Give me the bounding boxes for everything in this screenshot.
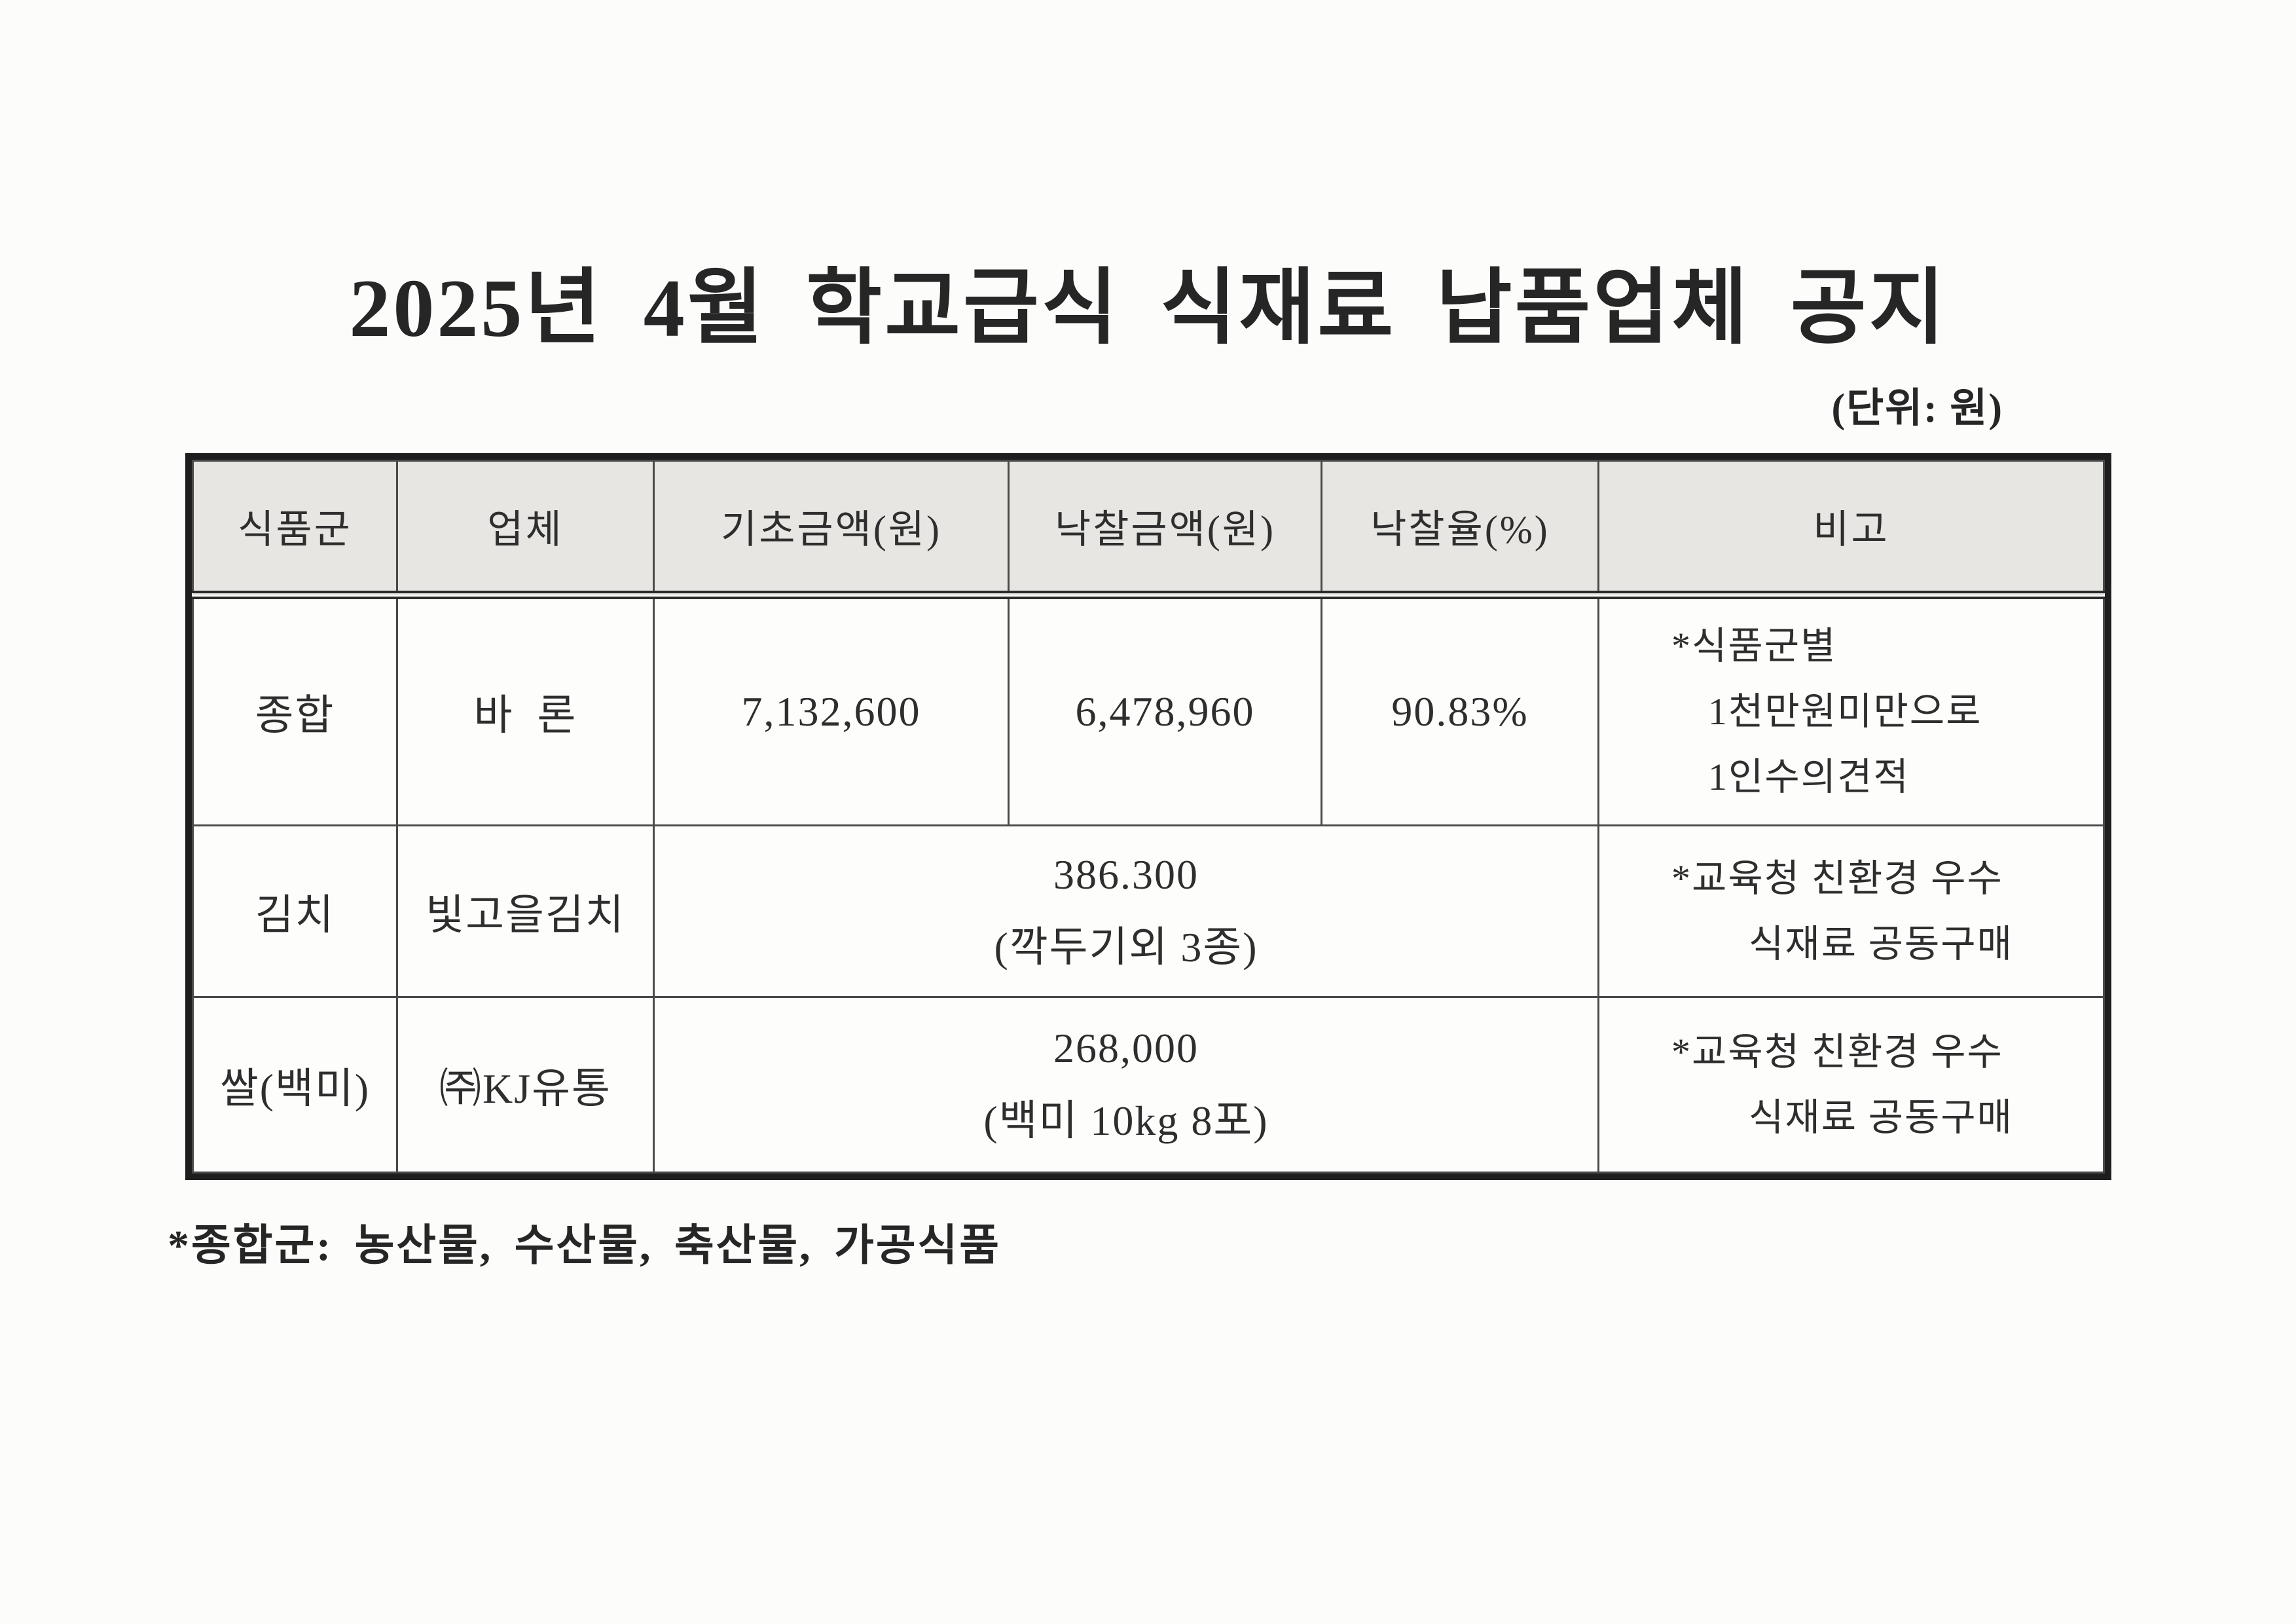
- amount-detail-line: (백미 10kg 8포): [983, 1097, 1269, 1144]
- col-header-remarks: 비고: [1597, 460, 2105, 599]
- remark-line: *교육청 친환경 우수: [1671, 857, 2003, 900]
- remark-line: *교육청 친환경 우수: [1671, 1030, 2003, 1073]
- winning-amount-cell: 6,478,960: [1008, 594, 1322, 826]
- merged-amount-cell: 386.300 (깍두기외 3종): [653, 824, 1599, 998]
- remarks-cell: *교육청 친환경 우수 식재료 공동구매: [1597, 824, 2105, 998]
- food-group-cell: 쌀(백미): [192, 996, 398, 1173]
- col-header-vendor: 업체: [396, 460, 655, 599]
- remark-line: 1천만원미만으로: [1708, 690, 1982, 733]
- col-header-winning-rate: 낙찰율(%): [1321, 460, 1599, 599]
- vendor-cell: 빛고을김치: [396, 824, 655, 998]
- remark-line: 식재료 공동구매: [1749, 922, 2014, 965]
- col-header-food-group: 식품군: [192, 460, 398, 599]
- col-header-base-amount: 기초금액(원): [653, 460, 1010, 599]
- merged-amount-cell: 268,000 (백미 10kg 8포): [653, 996, 1599, 1173]
- supplier-table: 식품군 업체 기초금액(원) 낙찰금액(원) 낙찰율(%) 비고 종합 바 론 …: [185, 453, 2111, 1180]
- amount-detail-line: (깍두기외 3종): [994, 923, 1258, 970]
- winning-rate-cell: 90.83%: [1321, 594, 1599, 826]
- remark-line: 식재료 공동구매: [1749, 1096, 2014, 1139]
- remarks-cell: *식품군별 1천만원미만으로 1인수의견적: [1597, 594, 2105, 826]
- unit-note: (단위: 원): [1831, 386, 2003, 431]
- vendor-cell: 바 론: [396, 594, 655, 826]
- vendor-cell: ㈜KJ유통: [396, 996, 655, 1173]
- footnote: *종합군: 농산물, 수산물, 축산물, 가공식품: [168, 1222, 1001, 1270]
- amount-line: 268,000: [1053, 1025, 1199, 1072]
- table-row: 김치 빛고을김치 386.300 (깍두기외 3종) *교육청 친환경 우수 식…: [192, 824, 2105, 998]
- food-group-cell: 종합: [192, 594, 398, 826]
- base-amount-cell: 7,132,600: [653, 594, 1010, 826]
- col-header-winning-amount: 낙찰금액(원): [1008, 460, 1322, 599]
- remark-line: *식품군별: [1671, 625, 1837, 668]
- food-group-cell: 김치: [192, 824, 398, 998]
- supplier-table-grid: 식품군 업체 기초금액(원) 낙찰금액(원) 낙찰율(%) 비고 종합 바 론 …: [192, 460, 2105, 1173]
- remark-line: 1인수의견적: [1708, 755, 1910, 798]
- header-row: 식품군 업체 기초금액(원) 낙찰금액(원) 낙찰율(%) 비고: [192, 460, 2105, 599]
- table-row: 쌀(백미) ㈜KJ유통 268,000 (백미 10kg 8포) *교육청 친환…: [192, 996, 2105, 1173]
- remarks-cell: *교육청 친환경 우수 식재료 공동구매: [1597, 996, 2105, 1173]
- table-row: 종합 바 론 7,132,600 6,478,960 90.83% *식품군별 …: [192, 594, 2105, 826]
- document-title: 2025년 4월 학교급식 식재료 납품업체 공지: [349, 263, 1948, 354]
- amount-line: 386.300: [1053, 851, 1199, 898]
